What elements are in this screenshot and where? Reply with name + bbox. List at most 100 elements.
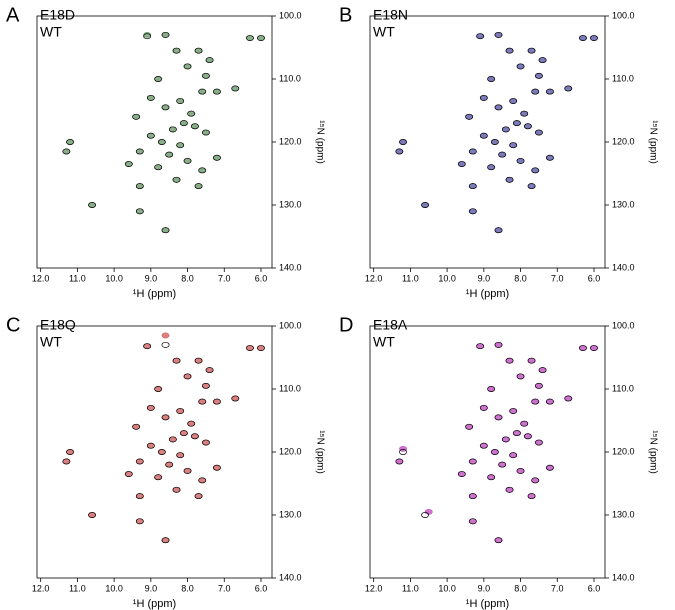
panel-label: C: [6, 314, 20, 336]
peak: [494, 341, 503, 348]
peak: [512, 430, 521, 437]
peak: [421, 202, 430, 208]
peak: [135, 208, 144, 215]
y-tick-label: 130.0: [279, 509, 302, 519]
peak: [165, 461, 174, 468]
peak: [212, 88, 221, 95]
peak: [531, 398, 540, 405]
peak: [538, 367, 547, 374]
x-tick-label: 11.0: [69, 583, 86, 593]
peak: [505, 357, 514, 364]
x-tick-label: 8.0: [181, 583, 194, 593]
x-tick-label: 6.0: [255, 273, 268, 283]
peak: [165, 151, 174, 158]
peak: [579, 35, 587, 42]
peak: [534, 129, 543, 136]
peak: [505, 486, 514, 493]
x-tick-label: 8.0: [181, 273, 194, 283]
peak: [516, 467, 525, 474]
peak: [531, 167, 540, 174]
peak: [465, 423, 474, 430]
panel: 12.0 11.0 10.0 9.0 8.0 7.0 6.0 100.0 110.0 120.0 1…: [6, 4, 325, 300]
peak: [527, 357, 536, 364]
peak: [168, 126, 177, 133]
peak: [135, 148, 144, 155]
x-tick-label: 9.0: [478, 583, 491, 593]
peak: [157, 139, 166, 145]
peak: [509, 452, 518, 459]
peak: [179, 430, 188, 437]
peak: [201, 129, 210, 136]
peak: [523, 433, 532, 440]
peak: [479, 404, 488, 411]
y-tick-label: 100.0: [612, 320, 635, 330]
peak: [395, 458, 404, 465]
x-tick-label: 11.0: [402, 583, 419, 593]
peak: [146, 132, 155, 139]
peak: [468, 148, 477, 155]
peak: [399, 449, 407, 455]
peak: [534, 439, 543, 446]
x-tick-label: 6.0: [588, 583, 601, 593]
peak: [88, 512, 97, 518]
y-axis-title: ¹⁵N (ppm): [314, 430, 325, 474]
peak: [198, 398, 207, 405]
y-tick-label: 110.0: [279, 73, 301, 83]
x-tick-label: 7.0: [218, 273, 231, 283]
peak: [143, 33, 152, 40]
peak: [457, 161, 466, 167]
peak: [399, 139, 407, 145]
panel-label: D: [339, 314, 353, 336]
y-tick-label: 120.0: [279, 136, 302, 146]
peak: [146, 94, 155, 101]
peak: [66, 449, 74, 455]
peak: [487, 474, 496, 481]
x-tick-label: 7.0: [551, 583, 564, 593]
peak: [523, 123, 532, 130]
peak: [487, 76, 496, 82]
peak: [194, 183, 203, 190]
peak: [545, 154, 554, 161]
x-tick-label: 8.0: [514, 583, 527, 593]
y-tick-label: 100.0: [279, 320, 302, 330]
peak: [176, 98, 185, 105]
peak: [531, 88, 540, 95]
peak: [479, 94, 488, 101]
y-tick-label: 120.0: [612, 446, 635, 456]
peak: [176, 142, 185, 149]
peak: [520, 110, 529, 117]
peak: [509, 98, 518, 105]
peak: [157, 449, 166, 455]
panel-label: A: [6, 4, 20, 26]
peak: [88, 202, 97, 208]
peak: [161, 341, 170, 348]
panel: 12.0 11.0 10.0 9.0 8.0 7.0 6.0 100.0 110.0 120.0 1…: [6, 314, 325, 610]
peak: [187, 110, 196, 117]
peak: [476, 343, 485, 350]
peak: [468, 183, 477, 190]
peak: [146, 442, 155, 449]
x-tick-label: 12.0: [365, 583, 383, 593]
legend-entry: E18A: [373, 317, 408, 333]
legend-entry: WT: [40, 334, 62, 350]
peak: [476, 33, 485, 40]
peak: [176, 408, 185, 415]
peak: [457, 471, 466, 477]
peak: [62, 148, 71, 155]
peak: [545, 88, 554, 95]
peak: [143, 343, 152, 350]
peak: [198, 88, 207, 95]
peak: [531, 477, 540, 484]
peak: [527, 183, 536, 190]
peak: [590, 345, 598, 352]
peak: [479, 442, 488, 449]
peak: [494, 104, 503, 111]
peak: [146, 404, 155, 411]
peak: [201, 72, 210, 79]
peak: [205, 367, 214, 374]
peak: [468, 458, 477, 465]
x-tick-label: 11.0: [402, 273, 419, 283]
peak: [172, 357, 181, 364]
peak: [399, 445, 407, 452]
peak: [135, 493, 144, 500]
